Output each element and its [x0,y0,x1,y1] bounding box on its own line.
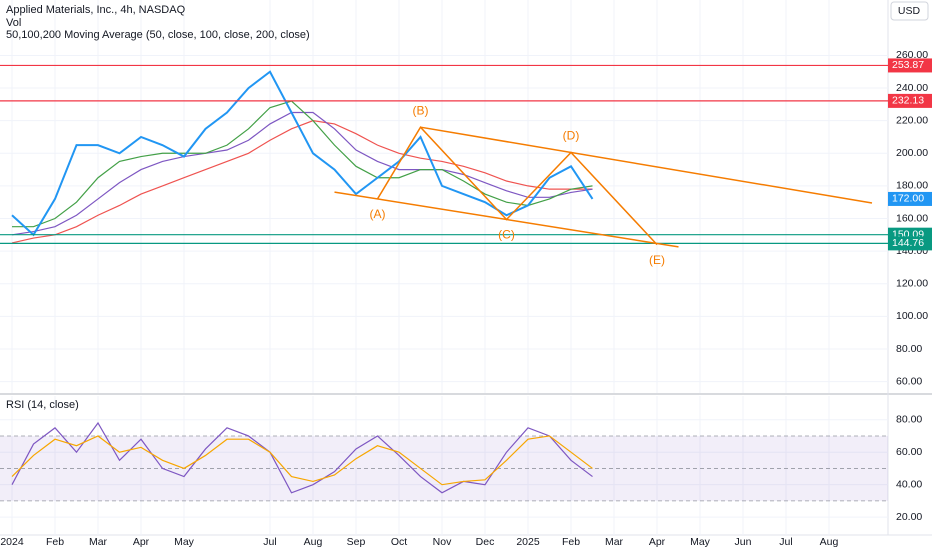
x-tick-label: Jun [735,536,752,548]
level-tag [888,236,932,251]
series-line [11,111,593,236]
y-tick-label: 160.00 [896,212,928,224]
currency: USD [898,5,921,17]
wave-label: (B) [413,103,429,117]
x-tick-label: Dec [476,536,495,548]
x-tick-label: Oct [391,536,407,548]
plot [0,0,888,535]
chart-title: Applied Materials, Inc., 4h, NASDAQ [6,4,186,16]
rsi-title: RSI (14, close) [6,399,79,411]
x-tick-label: Sep [347,536,366,548]
x-tick-label: 2024 [0,536,24,548]
x-tick-label: May [690,536,711,548]
wave-label: (D) [563,129,580,143]
x-tick-label: Mar [89,536,108,548]
wave-label: (A) [370,207,386,221]
x-tick-label: Feb [46,536,64,548]
x-tick-label: Aug [820,536,839,548]
level-tag [888,93,932,108]
y-tick-label: 60.00 [896,446,922,458]
y-tick-label: 260.00 [896,49,928,61]
channel-lower [334,191,679,248]
wave-label: (E) [649,253,665,267]
x-tick-label: Jul [779,536,792,548]
last-price-label: 172.00 [892,193,924,205]
channel-upper [420,126,873,204]
x-tick-label: Aug [304,536,323,548]
x-tick-label: Jul [263,536,276,548]
series-line [11,120,593,244]
y-tick-label: 80.00 [896,343,922,355]
y-tick-label: 240.00 [896,82,928,94]
y-tick-label: 100.00 [896,310,928,322]
x-tick-label: Nov [433,536,452,548]
wave-label: (C) [498,228,515,242]
x-tick-label: May [174,536,195,548]
level-label: 144.76 [892,237,924,249]
y-tick-label: 40.00 [896,478,922,490]
x-tick-label: Apr [649,536,666,548]
series-line [11,421,593,494]
y-tick-label: 80.00 [896,414,922,426]
level-label: 232.13 [892,95,924,107]
series-line [12,100,593,228]
currency-box[interactable] [890,1,929,21]
x-tick-label: 2025 [516,536,540,548]
x-tick-label: Feb [562,536,580,548]
subtitle: Vol [6,17,21,29]
y-tick-label: 220.00 [896,114,928,126]
y-tick-label: 120.00 [896,278,928,290]
x-tick-label: Mar [605,536,624,548]
series-line [11,435,593,486]
indicator: 50,100,200 Moving Average (50, close, 10… [6,29,310,41]
level-tag [888,58,932,73]
y-tick-label: 200.00 [896,147,928,159]
y-tick-label: 60.00 [896,375,922,387]
level-label: 253.87 [892,59,924,71]
y-tick-label: 20.00 [896,511,922,523]
last-price-tag [888,191,932,206]
y-tick-label: 180.00 [896,180,928,192]
x-tick-label: Apr [133,536,150,548]
